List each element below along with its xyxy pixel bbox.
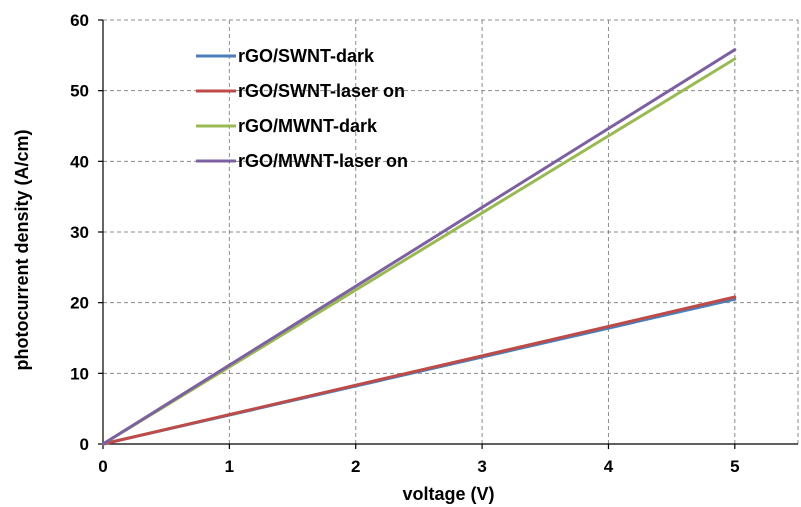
legend-item: rGO/MWNT-dark xyxy=(196,116,378,136)
y-tick-label: 40 xyxy=(70,152,89,171)
y-tick-label: 20 xyxy=(70,294,89,313)
x-tick-label: 2 xyxy=(351,457,360,476)
x-tick-label: 3 xyxy=(477,457,486,476)
legend: rGO/SWNT-dark rGO/SWNT-laser on rGO/MWNT-d… xyxy=(196,46,408,171)
legend-item: rGO/SWNT-dark xyxy=(196,46,375,66)
y-tick-label: 10 xyxy=(70,364,89,383)
series-line-rgo-mwnt-laser-on xyxy=(101,48,737,446)
series-line-rgo-swnt-laser-on xyxy=(101,295,737,446)
axes-layer xyxy=(98,19,798,449)
legend-label: rGO/MWNT-dark xyxy=(238,116,378,136)
legend-label: rGO/SWNT-dark xyxy=(238,46,375,66)
series-layer xyxy=(101,48,737,446)
ticks-layer: 0 10 20 30 40 50 60 0 1 2 3 4 5 xyxy=(70,11,739,476)
x-axis-title: voltage (V) xyxy=(402,484,494,504)
legend-item: rGO/SWNT-laser on xyxy=(196,81,405,101)
x-tick-label: 5 xyxy=(730,457,739,476)
x-tick-label: 1 xyxy=(225,457,234,476)
legend-item: rGO/MWNT-laser on xyxy=(196,151,408,171)
y-axis-title: photocurrent density (A/cm) xyxy=(12,129,32,370)
y-tick-label: 0 xyxy=(80,435,89,454)
y-tick-label: 50 xyxy=(70,82,89,101)
y-tick-label: 30 xyxy=(70,223,89,242)
legend-label: rGO/MWNT-laser on xyxy=(238,151,408,171)
x-tick-label: 0 xyxy=(98,457,107,476)
legend-label: rGO/SWNT-laser on xyxy=(238,81,405,101)
y-tick-label: 60 xyxy=(70,11,89,30)
x-tick-label: 4 xyxy=(604,457,614,476)
